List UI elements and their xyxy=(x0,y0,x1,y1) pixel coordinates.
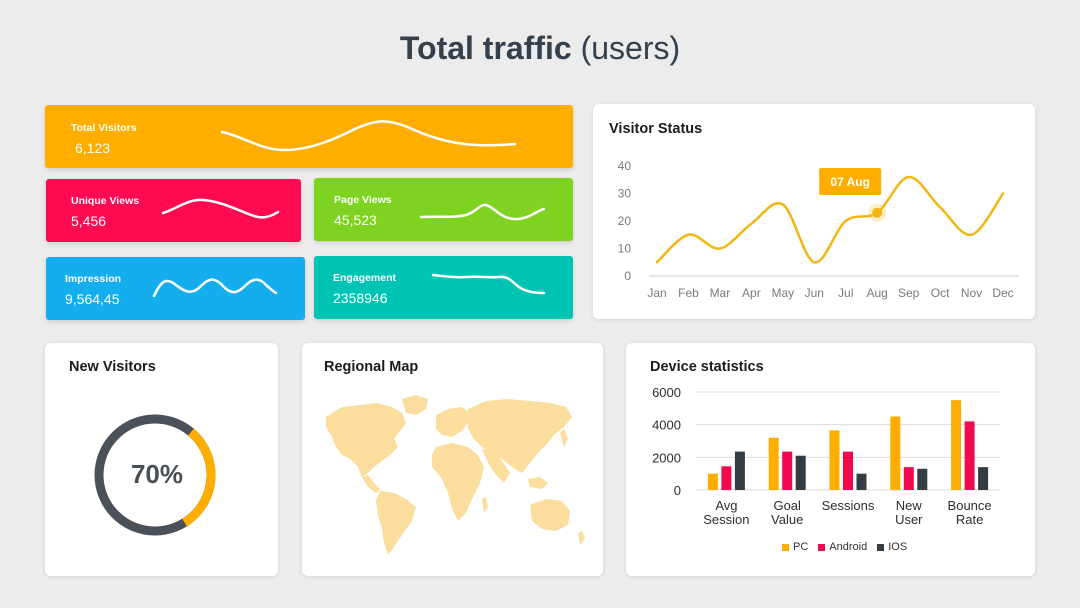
unique-views-card[interactable]: Unique Views 5,456 xyxy=(46,179,301,242)
legend-swatch-pc xyxy=(782,543,789,551)
legend-label-pc: PC xyxy=(793,541,809,553)
x-tick-label: Feb xyxy=(678,286,699,300)
x-tick-label: Rate xyxy=(956,512,983,527)
page-views-sparkline xyxy=(419,203,546,221)
visitor-series-line xyxy=(655,175,1005,264)
x-tick-label: Sep xyxy=(898,286,920,300)
x-tick-label: New xyxy=(896,498,923,513)
legend-item-ios: IOS xyxy=(877,541,907,553)
impression-label: Impression xyxy=(65,273,122,285)
highlight-point[interactable] xyxy=(872,207,883,218)
y-tick-label: 40 xyxy=(618,159,632,173)
unique-views-sparkline xyxy=(161,198,280,219)
regional-map-panel: Regional Map xyxy=(302,343,603,576)
x-tick-label: Jan xyxy=(647,286,666,300)
engagement-label: Engagement xyxy=(333,272,397,284)
impression-sparkline xyxy=(152,278,278,298)
engagement-sparkline xyxy=(431,273,546,295)
world-map xyxy=(326,395,585,555)
y-tick-label: 10 xyxy=(618,242,632,256)
visitor-status-chart: 0 10 20 30 40 Jan Feb Mar Apr May Jun Jul Aug Sep Oct N… xyxy=(618,159,1019,300)
legend-item-android: Android xyxy=(818,541,867,553)
legend-label-android: Android xyxy=(829,541,868,553)
x-tick-label: Dec xyxy=(992,286,1013,300)
x-tick-label: Avg xyxy=(715,498,737,513)
bar-android xyxy=(843,451,853,490)
y-tick-label: 30 xyxy=(618,187,632,201)
new-visitors-title: New Visitors xyxy=(69,359,156,375)
bar-pc xyxy=(951,400,962,490)
bar-pc xyxy=(768,437,779,490)
engagement-value: 2358946 xyxy=(333,290,388,306)
bar-android xyxy=(782,451,793,490)
regional-map-title: Regional Map xyxy=(324,359,419,375)
device-statistics-title: Device statistics xyxy=(650,359,764,375)
device-statistics-legend: PC Android IOS xyxy=(782,541,907,553)
bar-ios xyxy=(978,467,989,490)
x-tick-label: Oct xyxy=(931,286,950,300)
unique-views-label: Unique Views xyxy=(71,195,140,207)
y-tick-label: 0 xyxy=(674,483,681,498)
device-statistics-panel: Device statistics 0 2000 4000 6000 Avg Sessio… xyxy=(626,343,1035,576)
bar-android xyxy=(721,466,732,490)
x-tick-label: Jul xyxy=(838,286,853,300)
total-visitors-sparkline xyxy=(220,120,517,152)
x-tick-label: May xyxy=(771,286,794,300)
visitor-status-title: Visitor Status xyxy=(609,121,703,137)
page-views-label: Page Views xyxy=(334,194,392,206)
legend-item-pc: PC xyxy=(782,541,808,553)
x-tick-label: Aug xyxy=(867,286,888,300)
impression-card[interactable]: Impression 9,564,45 xyxy=(46,257,305,320)
page-views-card[interactable]: Page Views 45,523 xyxy=(314,178,573,241)
bar-ios xyxy=(795,455,806,490)
page-views-value: 45,523 xyxy=(334,212,377,228)
x-tick-label: Mar xyxy=(710,286,731,300)
x-tick-label: Session xyxy=(703,512,749,527)
new-visitors-panel: New Visitors 70% xyxy=(45,343,278,576)
new-visitors-percent: 70% xyxy=(130,459,184,489)
new-visitors-donut xyxy=(94,414,216,536)
y-tick-label: 6000 xyxy=(652,385,681,400)
legend-swatch-ios xyxy=(877,543,885,551)
y-tick-label: 2000 xyxy=(652,450,681,465)
page-title-main: Total traffic xyxy=(399,30,572,66)
x-tick-label: Bounce xyxy=(948,498,992,513)
x-tick-label: Value xyxy=(771,512,803,527)
donut-arc xyxy=(94,414,216,536)
legend-label-ios: IOS xyxy=(888,541,908,553)
x-tick-label: Sessions xyxy=(822,498,875,513)
x-tick-label: Goal xyxy=(773,498,801,513)
bar-pc xyxy=(707,473,718,490)
page-title-sub: (users) xyxy=(580,30,681,66)
date-callout-label: 07 Aug xyxy=(830,175,870,189)
date-callout xyxy=(819,168,882,195)
total-visitors-card[interactable]: Total Visitors 6,123 xyxy=(45,105,573,168)
y-tick-label: 4000 xyxy=(652,418,681,433)
y-tick-label: 0 xyxy=(624,269,631,283)
bar-android xyxy=(964,421,975,490)
page-title: Total traffic (users) xyxy=(0,30,1080,67)
legend-swatch-android xyxy=(818,543,826,551)
bar-ios xyxy=(917,468,928,490)
bar-pc xyxy=(829,430,840,490)
total-visitors-value: 6,123 xyxy=(75,140,111,156)
visitor-status-panel: Visitor Status 0 10 20 30 40 Jan Feb Mar Apr May J… xyxy=(593,104,1035,319)
bar-ios xyxy=(734,451,745,490)
engagement-card[interactable]: Engagement 2358946 xyxy=(314,256,573,319)
total-visitors-label: Total Visitors xyxy=(71,122,137,134)
bar-ios xyxy=(856,473,867,490)
x-tick-label: Apr xyxy=(742,286,761,300)
unique-views-value: 5,456 xyxy=(71,213,107,229)
bar-pc xyxy=(890,416,901,490)
impression-value: 9,564,45 xyxy=(65,291,120,307)
x-tick-label: Jun xyxy=(805,286,824,300)
x-tick-label: User xyxy=(895,512,923,527)
bar-android xyxy=(903,467,914,490)
y-tick-label: 20 xyxy=(618,214,632,228)
x-tick-label: Nov xyxy=(961,286,982,300)
